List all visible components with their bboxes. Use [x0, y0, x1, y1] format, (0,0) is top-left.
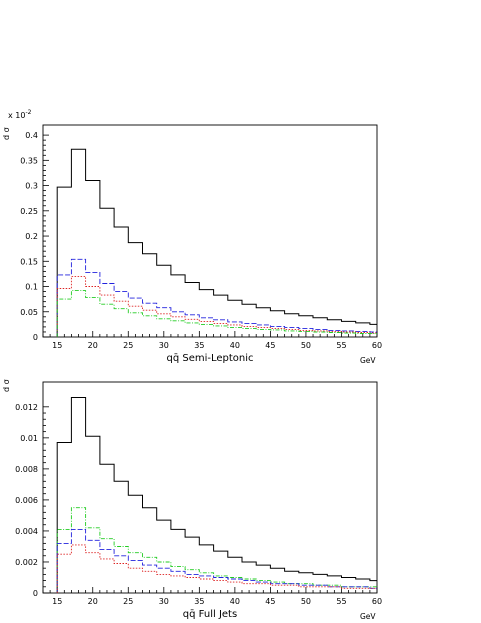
y-tick-label: 0.35: [20, 156, 38, 165]
histogram-series-2: [56, 275, 377, 337]
x-tick-label: 35: [194, 597, 204, 606]
y-tick-label: 0.012: [15, 403, 38, 412]
x-tick-label: 15: [52, 341, 62, 350]
y-tick-label: 0.004: [15, 527, 38, 536]
x-tick-label: 60: [372, 341, 382, 350]
histogram-series-3: [56, 290, 377, 337]
x-tick-label: 35: [194, 341, 204, 350]
x-tick-label: 20: [88, 597, 98, 606]
y-tick-label: 0.002: [15, 558, 38, 567]
x-tick-label: 30: [159, 597, 169, 606]
histogram-series-1: [56, 258, 377, 337]
y-tick-label: 0.2: [25, 232, 38, 241]
y-tick-label: 0.1: [25, 283, 38, 292]
y-multiplier-label: x 10-2: [8, 109, 32, 120]
x-tick-label: 30: [159, 341, 169, 350]
y-tick-label: 0.01: [20, 434, 38, 443]
x-tick-label: 40: [230, 597, 240, 606]
x-axis-unit: GeV: [360, 612, 376, 621]
y-tick-label: 0.008: [15, 465, 38, 474]
x-tick-label: 50: [301, 341, 311, 350]
x-tick-label: 40: [230, 341, 240, 350]
histogram-series-3: [56, 544, 377, 593]
x-tick-label: 20: [88, 341, 98, 350]
x-axis-unit: GeV: [360, 356, 376, 365]
plot-area: 0 0.05 0.1 0.15 0.2 0.25 0.3 0.35 0.4 15 20 25 30 35 4…: [20, 124, 382, 350]
y-axis-title: d σ: [2, 379, 11, 392]
x-tick-label: 50: [301, 597, 311, 606]
y-axis-title: d σ: [2, 127, 11, 140]
histogram-series-2: [56, 528, 377, 593]
x-axis-label: qq̄ Full Jets: [183, 609, 237, 620]
x-tick-label: 55: [336, 341, 346, 350]
x-tick-label: 25: [123, 597, 133, 606]
x-tick-label: 15: [52, 597, 62, 606]
y-tick-label: 0: [33, 333, 38, 342]
x-tick-label: 45: [265, 341, 275, 350]
y-tick-label: 0.4: [25, 131, 38, 140]
plot-frame: [42, 381, 378, 594]
histogram-series-0: [56, 397, 377, 593]
histogram-series-0: [56, 148, 377, 337]
y-multiplier-exponent: -2: [25, 109, 31, 116]
y-tick-label: 0.25: [20, 207, 38, 216]
x-tick-label: 25: [123, 341, 133, 350]
histogram-series-1: [56, 507, 377, 593]
x-tick-label: 55: [336, 597, 346, 606]
y-tick-label: 0.05: [20, 308, 38, 317]
y-tick-label: 0.15: [20, 257, 38, 266]
x-axis-label: qq̄ Semi-Leptonic: [166, 353, 253, 364]
plot-frame: [42, 124, 378, 338]
y-tick-label: 0.006: [15, 496, 38, 505]
y-tick-label: 0: [33, 589, 38, 598]
x-tick-label: 45: [265, 597, 275, 606]
chart-full-jets: d σ 0 0.002 0.004 0.006 0.008 0.01 0.012 15 20 25…: [2, 379, 382, 621]
chart-semi-leptonic: x 10-2 d σ 0 0.05 0.1 0.15 0.2 0.25 0.3 0.35 0.4…: [2, 109, 382, 365]
y-tick-label: 0.3: [25, 182, 38, 191]
plot-area: 0 0.002 0.004 0.006 0.008 0.01 0.012 15 20 25 30 35…: [15, 381, 382, 606]
x-tick-label: 60: [372, 597, 382, 606]
